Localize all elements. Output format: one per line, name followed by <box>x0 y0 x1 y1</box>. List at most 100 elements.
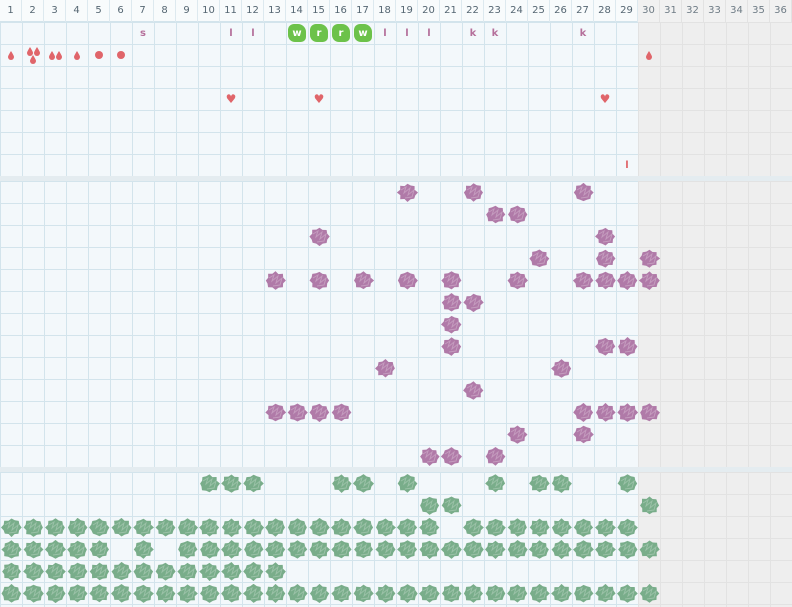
day-number-24[interactable]: 24 <box>506 0 528 22</box>
mood-blob-green[interactable] <box>484 516 506 538</box>
mood-blob-green[interactable] <box>44 516 66 538</box>
day-number-12[interactable]: 12 <box>242 0 264 22</box>
mood-blob-green[interactable] <box>352 582 374 604</box>
mood-blob-green[interactable] <box>528 582 550 604</box>
day-number-20[interactable]: 20 <box>418 0 440 22</box>
mood-blob-green[interactable] <box>88 538 110 560</box>
mood-blob-green[interactable] <box>418 582 440 604</box>
mood-blob-green[interactable] <box>616 582 638 604</box>
day-number-18[interactable]: 18 <box>374 0 396 22</box>
mood-blob-purple[interactable] <box>440 335 462 357</box>
mood-blob-purple[interactable] <box>462 379 484 401</box>
mood-blob-purple[interactable] <box>616 269 638 291</box>
mood-blob-purple[interactable] <box>594 225 616 247</box>
day-number-36[interactable]: 36 <box>770 0 792 22</box>
mood-blob-green[interactable] <box>330 538 352 560</box>
mood-blob-green[interactable] <box>352 538 374 560</box>
mood-blob-green[interactable] <box>44 582 66 604</box>
heart-cell[interactable]: ♥ <box>308 88 330 110</box>
drop-cell[interactable] <box>638 44 660 66</box>
drop-cell[interactable] <box>66 44 88 66</box>
day-number-32[interactable]: 32 <box>682 0 704 22</box>
mood-blob-green[interactable] <box>264 560 286 582</box>
mood-blob-green[interactable] <box>176 560 198 582</box>
day-number-6[interactable]: 6 <box>110 0 132 22</box>
mood-blob-green[interactable] <box>132 582 154 604</box>
mood-blob-green[interactable] <box>308 582 330 604</box>
symbol-letter-cell[interactable]: k <box>572 22 594 44</box>
mood-blob-purple[interactable] <box>528 247 550 269</box>
mood-blob-green[interactable] <box>220 538 242 560</box>
mood-blob-green[interactable] <box>242 516 264 538</box>
day-number-22[interactable]: 22 <box>462 0 484 22</box>
mood-blob-green[interactable] <box>572 582 594 604</box>
mood-blob-green[interactable] <box>550 472 572 494</box>
day-number-4[interactable]: 4 <box>66 0 88 22</box>
mood-blob-green[interactable] <box>0 516 22 538</box>
day-number-16[interactable]: 16 <box>330 0 352 22</box>
mood-blob-purple[interactable] <box>374 357 396 379</box>
mood-blob-green[interactable] <box>462 516 484 538</box>
mood-blob-green[interactable] <box>220 560 242 582</box>
mood-blob-green[interactable] <box>374 582 396 604</box>
symbol-letter-cell[interactable]: l <box>220 22 242 44</box>
dot-cell[interactable] <box>110 44 132 66</box>
mood-blob-green[interactable] <box>132 516 154 538</box>
mood-blob-green[interactable] <box>0 582 22 604</box>
mood-blob-purple[interactable] <box>594 401 616 423</box>
mood-blob-green[interactable] <box>88 560 110 582</box>
mood-blob-green[interactable] <box>308 516 330 538</box>
mood-blob-purple[interactable] <box>638 269 660 291</box>
mood-blob-green[interactable] <box>242 560 264 582</box>
mood-blob-green[interactable] <box>22 582 44 604</box>
day-number-15[interactable]: 15 <box>308 0 330 22</box>
symbol-letter-cell[interactable]: l <box>242 22 264 44</box>
mood-blob-green[interactable] <box>440 494 462 516</box>
mood-blob-purple[interactable] <box>440 445 462 467</box>
day-number-11[interactable]: 11 <box>220 0 242 22</box>
mood-blob-purple[interactable] <box>308 401 330 423</box>
mood-blob-purple[interactable] <box>572 401 594 423</box>
mood-blob-green[interactable] <box>154 516 176 538</box>
mood-blob-green[interactable] <box>418 494 440 516</box>
day-number-25[interactable]: 25 <box>528 0 550 22</box>
mood-blob-purple[interactable] <box>462 291 484 313</box>
mood-blob-green[interactable] <box>220 516 242 538</box>
mood-blob-green[interactable] <box>220 472 242 494</box>
mood-blob-green[interactable] <box>110 560 132 582</box>
mood-blob-green[interactable] <box>66 538 88 560</box>
symbol-letter-cell[interactable]: l <box>396 22 418 44</box>
heart-cell[interactable]: ♥ <box>220 88 242 110</box>
mood-blob-green[interactable] <box>440 582 462 604</box>
mood-blob-green[interactable] <box>374 516 396 538</box>
mood-blob-green[interactable] <box>462 538 484 560</box>
mood-blob-green[interactable] <box>264 582 286 604</box>
mood-blob-purple[interactable] <box>506 423 528 445</box>
mood-blob-green[interactable] <box>44 560 66 582</box>
mood-blob-green[interactable] <box>528 516 550 538</box>
mood-blob-green[interactable] <box>572 516 594 538</box>
day-number-31[interactable]: 31 <box>660 0 682 22</box>
mood-blob-purple[interactable] <box>616 335 638 357</box>
mood-blob-green[interactable] <box>22 516 44 538</box>
mood-blob-green[interactable] <box>418 516 440 538</box>
mood-blob-green[interactable] <box>374 538 396 560</box>
day-number-5[interactable]: 5 <box>88 0 110 22</box>
mood-blob-green[interactable] <box>22 538 44 560</box>
day-number-19[interactable]: 19 <box>396 0 418 22</box>
symbol-letter-cell[interactable]: l <box>616 154 638 176</box>
day-number-3[interactable]: 3 <box>44 0 66 22</box>
mood-blob-purple[interactable] <box>264 269 286 291</box>
day-number-23[interactable]: 23 <box>484 0 506 22</box>
mood-blob-purple[interactable] <box>484 445 506 467</box>
mood-blob-green[interactable] <box>638 494 660 516</box>
mood-blob-green[interactable] <box>330 472 352 494</box>
day-number-14[interactable]: 14 <box>286 0 308 22</box>
day-number-26[interactable]: 26 <box>550 0 572 22</box>
mood-blob-green[interactable] <box>484 582 506 604</box>
mood-blob-green[interactable] <box>594 538 616 560</box>
activity-badge-cell[interactable]: r <box>308 22 330 44</box>
mood-blob-purple[interactable] <box>506 203 528 225</box>
mood-blob-green[interactable] <box>242 472 264 494</box>
mood-blob-green[interactable] <box>484 538 506 560</box>
